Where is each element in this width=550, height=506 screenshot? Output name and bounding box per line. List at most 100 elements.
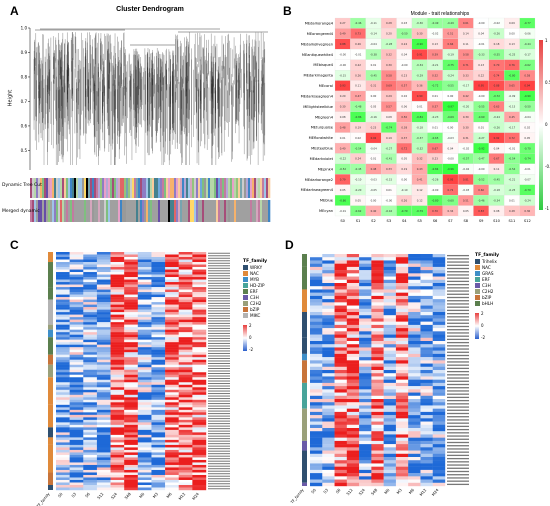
heatmap-cell <box>137 364 152 368</box>
heatmap-cell <box>371 450 384 454</box>
heatmap-cell <box>310 299 323 303</box>
cell-value: 0.83 <box>478 209 484 213</box>
heatmap-cell <box>56 289 70 293</box>
heatmap-cell <box>124 284 139 288</box>
cell-value: -0.55 <box>447 84 454 88</box>
heatmap-cell <box>124 389 139 393</box>
heatmap-cell <box>371 463 384 467</box>
merged-dynamic-bar <box>236 200 239 222</box>
heatmap-cell <box>395 389 409 393</box>
cell-value: -0.72 <box>493 94 500 98</box>
gene-id-line <box>208 448 230 450</box>
heatmap-cell <box>124 462 139 466</box>
heatmap-cell <box>96 387 111 390</box>
gene-id-line <box>208 378 230 380</box>
cell-value: 0.19 <box>355 125 361 129</box>
heatmap-cell <box>334 334 348 338</box>
heatmap-cell <box>432 437 446 442</box>
heatmap-cell <box>420 321 433 326</box>
heatmap-cell <box>178 404 193 408</box>
heatmap-cell <box>124 304 139 308</box>
heatmap-cell <box>192 299 207 303</box>
heatmap-cell <box>420 469 433 474</box>
heatmap-cell <box>83 274 98 278</box>
heatmap-cell <box>151 347 166 350</box>
heatmap-cell <box>432 292 446 297</box>
heatmap-cell <box>96 434 111 438</box>
heatmap-cell <box>124 472 139 476</box>
heatmap-cell <box>56 297 70 300</box>
heatmap-cell <box>83 322 98 325</box>
heatmap-cell <box>371 318 384 322</box>
heatmap-cell <box>310 283 323 287</box>
heatmap-cell <box>83 379 98 383</box>
tf-family-bar <box>48 377 53 405</box>
heatmap-cell <box>165 329 179 333</box>
heatmap-cell <box>110 332 125 335</box>
heatmap-cell <box>124 292 139 295</box>
heatmap-cell <box>383 312 397 316</box>
heatmap-cell <box>192 434 207 438</box>
heatmap-cell <box>346 379 360 384</box>
heatmap-cell <box>408 415 421 419</box>
heatmap-cell <box>124 349 139 353</box>
cell-value: 0.29 <box>386 94 392 98</box>
heatmap-cell <box>124 374 139 378</box>
heatmap-cell <box>322 447 335 451</box>
heatmap-cell <box>165 332 179 335</box>
heatmap-cell <box>371 479 384 483</box>
heatmap-cell <box>124 327 139 330</box>
heatmap-cell <box>83 267 98 270</box>
gene-id-line <box>447 335 469 337</box>
heatmap-cell <box>96 282 111 285</box>
heatmap-cell <box>310 331 323 335</box>
heatmap-cell <box>192 297 207 300</box>
heatmap-cell <box>83 364 98 368</box>
heatmap-cell <box>192 469 207 473</box>
dynamic-tree-cut-bar <box>242 178 245 198</box>
heatmap-cell <box>346 321 360 326</box>
cell-value: 0.23 <box>401 73 407 77</box>
heatmap-cell <box>165 389 179 393</box>
heatmap-cell <box>110 427 125 431</box>
heatmap-cell <box>69 287 84 290</box>
heatmap-cell <box>151 364 166 368</box>
legend-entry: GRAS <box>482 271 494 276</box>
heatmap-cell <box>192 394 207 398</box>
merged-dynamic-bar <box>40 200 43 222</box>
heatmap-cell <box>165 287 179 290</box>
heatmap-cell <box>124 484 139 488</box>
heatmap-cell <box>178 467 193 471</box>
trait-label: S1 <box>356 219 361 223</box>
heatmap-cell <box>192 409 207 413</box>
heatmap-cell <box>96 264 111 268</box>
heatmap-cell <box>178 379 193 383</box>
heatmap-cell <box>137 462 152 466</box>
gene-id-line <box>208 485 230 487</box>
heatmap-cell <box>178 392 193 395</box>
merged-dynamic-bar <box>186 200 189 222</box>
heatmap-cell <box>110 307 125 310</box>
heatmap-cell <box>408 457 421 461</box>
heatmap-cell <box>432 386 446 390</box>
tf-family-bar <box>48 472 53 485</box>
heatmap-cell <box>137 384 152 388</box>
tf-family-bar <box>302 440 307 451</box>
heatmap-cell <box>178 434 193 438</box>
heatmap-cell <box>371 337 384 342</box>
heatmap-cell <box>371 283 384 287</box>
heatmap-cell <box>69 292 84 295</box>
heatmap-cell <box>124 487 139 491</box>
heatmap-cell <box>371 418 384 422</box>
gene-id-line <box>208 450 230 452</box>
heatmap-cell <box>110 322 125 325</box>
heatmap-cell <box>151 337 166 340</box>
heatmap-cell <box>137 282 152 285</box>
cell-value: -0.57 <box>462 157 469 161</box>
gene-id-line <box>447 300 469 302</box>
heatmap-cell <box>408 302 421 306</box>
heatmap-cell <box>96 394 111 398</box>
cell-value: -0.28 <box>385 42 392 46</box>
cell-value: -0.42 <box>385 209 392 213</box>
colorbar <box>475 313 479 339</box>
